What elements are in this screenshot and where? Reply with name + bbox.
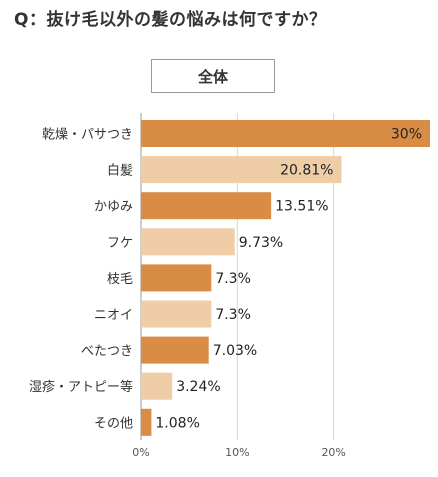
value-label: 20.81% xyxy=(280,163,333,179)
value-label: 7.3% xyxy=(215,271,251,287)
value-label: 30% xyxy=(391,127,422,143)
category-label: ニオイ xyxy=(94,308,133,323)
category-label: べたつき xyxy=(81,344,133,359)
bar xyxy=(141,120,430,147)
segment-label: 全体 xyxy=(151,59,275,93)
value-label: 9.73% xyxy=(239,235,283,251)
bar xyxy=(141,408,152,436)
value-label: 1.08% xyxy=(155,415,199,431)
bar xyxy=(141,228,235,256)
x-tick-label: 20% xyxy=(321,446,345,459)
category-label: かゆみ xyxy=(94,200,133,215)
bar xyxy=(141,192,272,220)
value-label: 13.51% xyxy=(275,199,328,215)
x-tick-label: 10% xyxy=(225,446,249,459)
bar xyxy=(141,372,173,400)
value-label: 7.03% xyxy=(213,343,257,359)
category-label: 湿疹・アトピー等 xyxy=(29,379,133,395)
bar xyxy=(141,264,212,292)
bar xyxy=(141,300,212,328)
category-label: 枝毛 xyxy=(107,272,133,287)
category-label: 乾燥・パサつき xyxy=(42,128,133,143)
category-label: フケ xyxy=(107,236,133,251)
x-tick-label: 0% xyxy=(132,446,149,459)
category-label: その他 xyxy=(94,416,133,431)
question-title: Q：抜け毛以外の髪の悩みは何ですか？ xyxy=(14,10,327,30)
value-label: 3.24% xyxy=(176,379,220,395)
value-label: 7.3% xyxy=(215,307,251,323)
category-label: 白髪 xyxy=(107,163,133,179)
bar xyxy=(141,336,209,364)
bar xyxy=(141,156,342,184)
